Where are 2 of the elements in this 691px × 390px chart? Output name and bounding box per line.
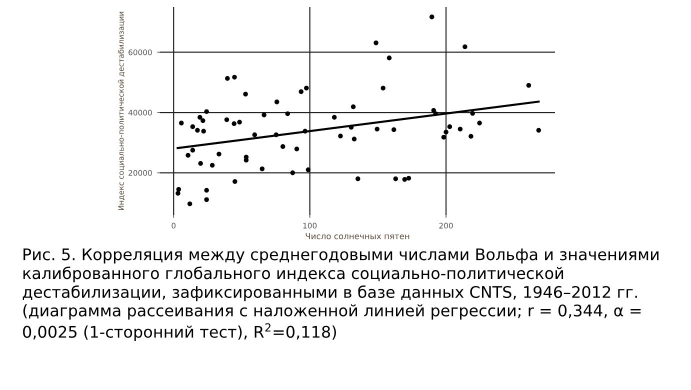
x-axis-title: Число солнечных пятен <box>306 233 410 240</box>
text: Рис. 5. Корреляция между среднегодовыми числами Вольфа и значениями калиброванного глобального индекса социально-политической дестабилизации, зафиксированными в базе данных CNTS, 1946–2012 гг. (диаграмма рассеивания с наложенной линией регрессии; r = 0,344, α = 0,0025 (1-сторонний тест), R$^{2}$=0,118) <box>22 248 658 341</box>
